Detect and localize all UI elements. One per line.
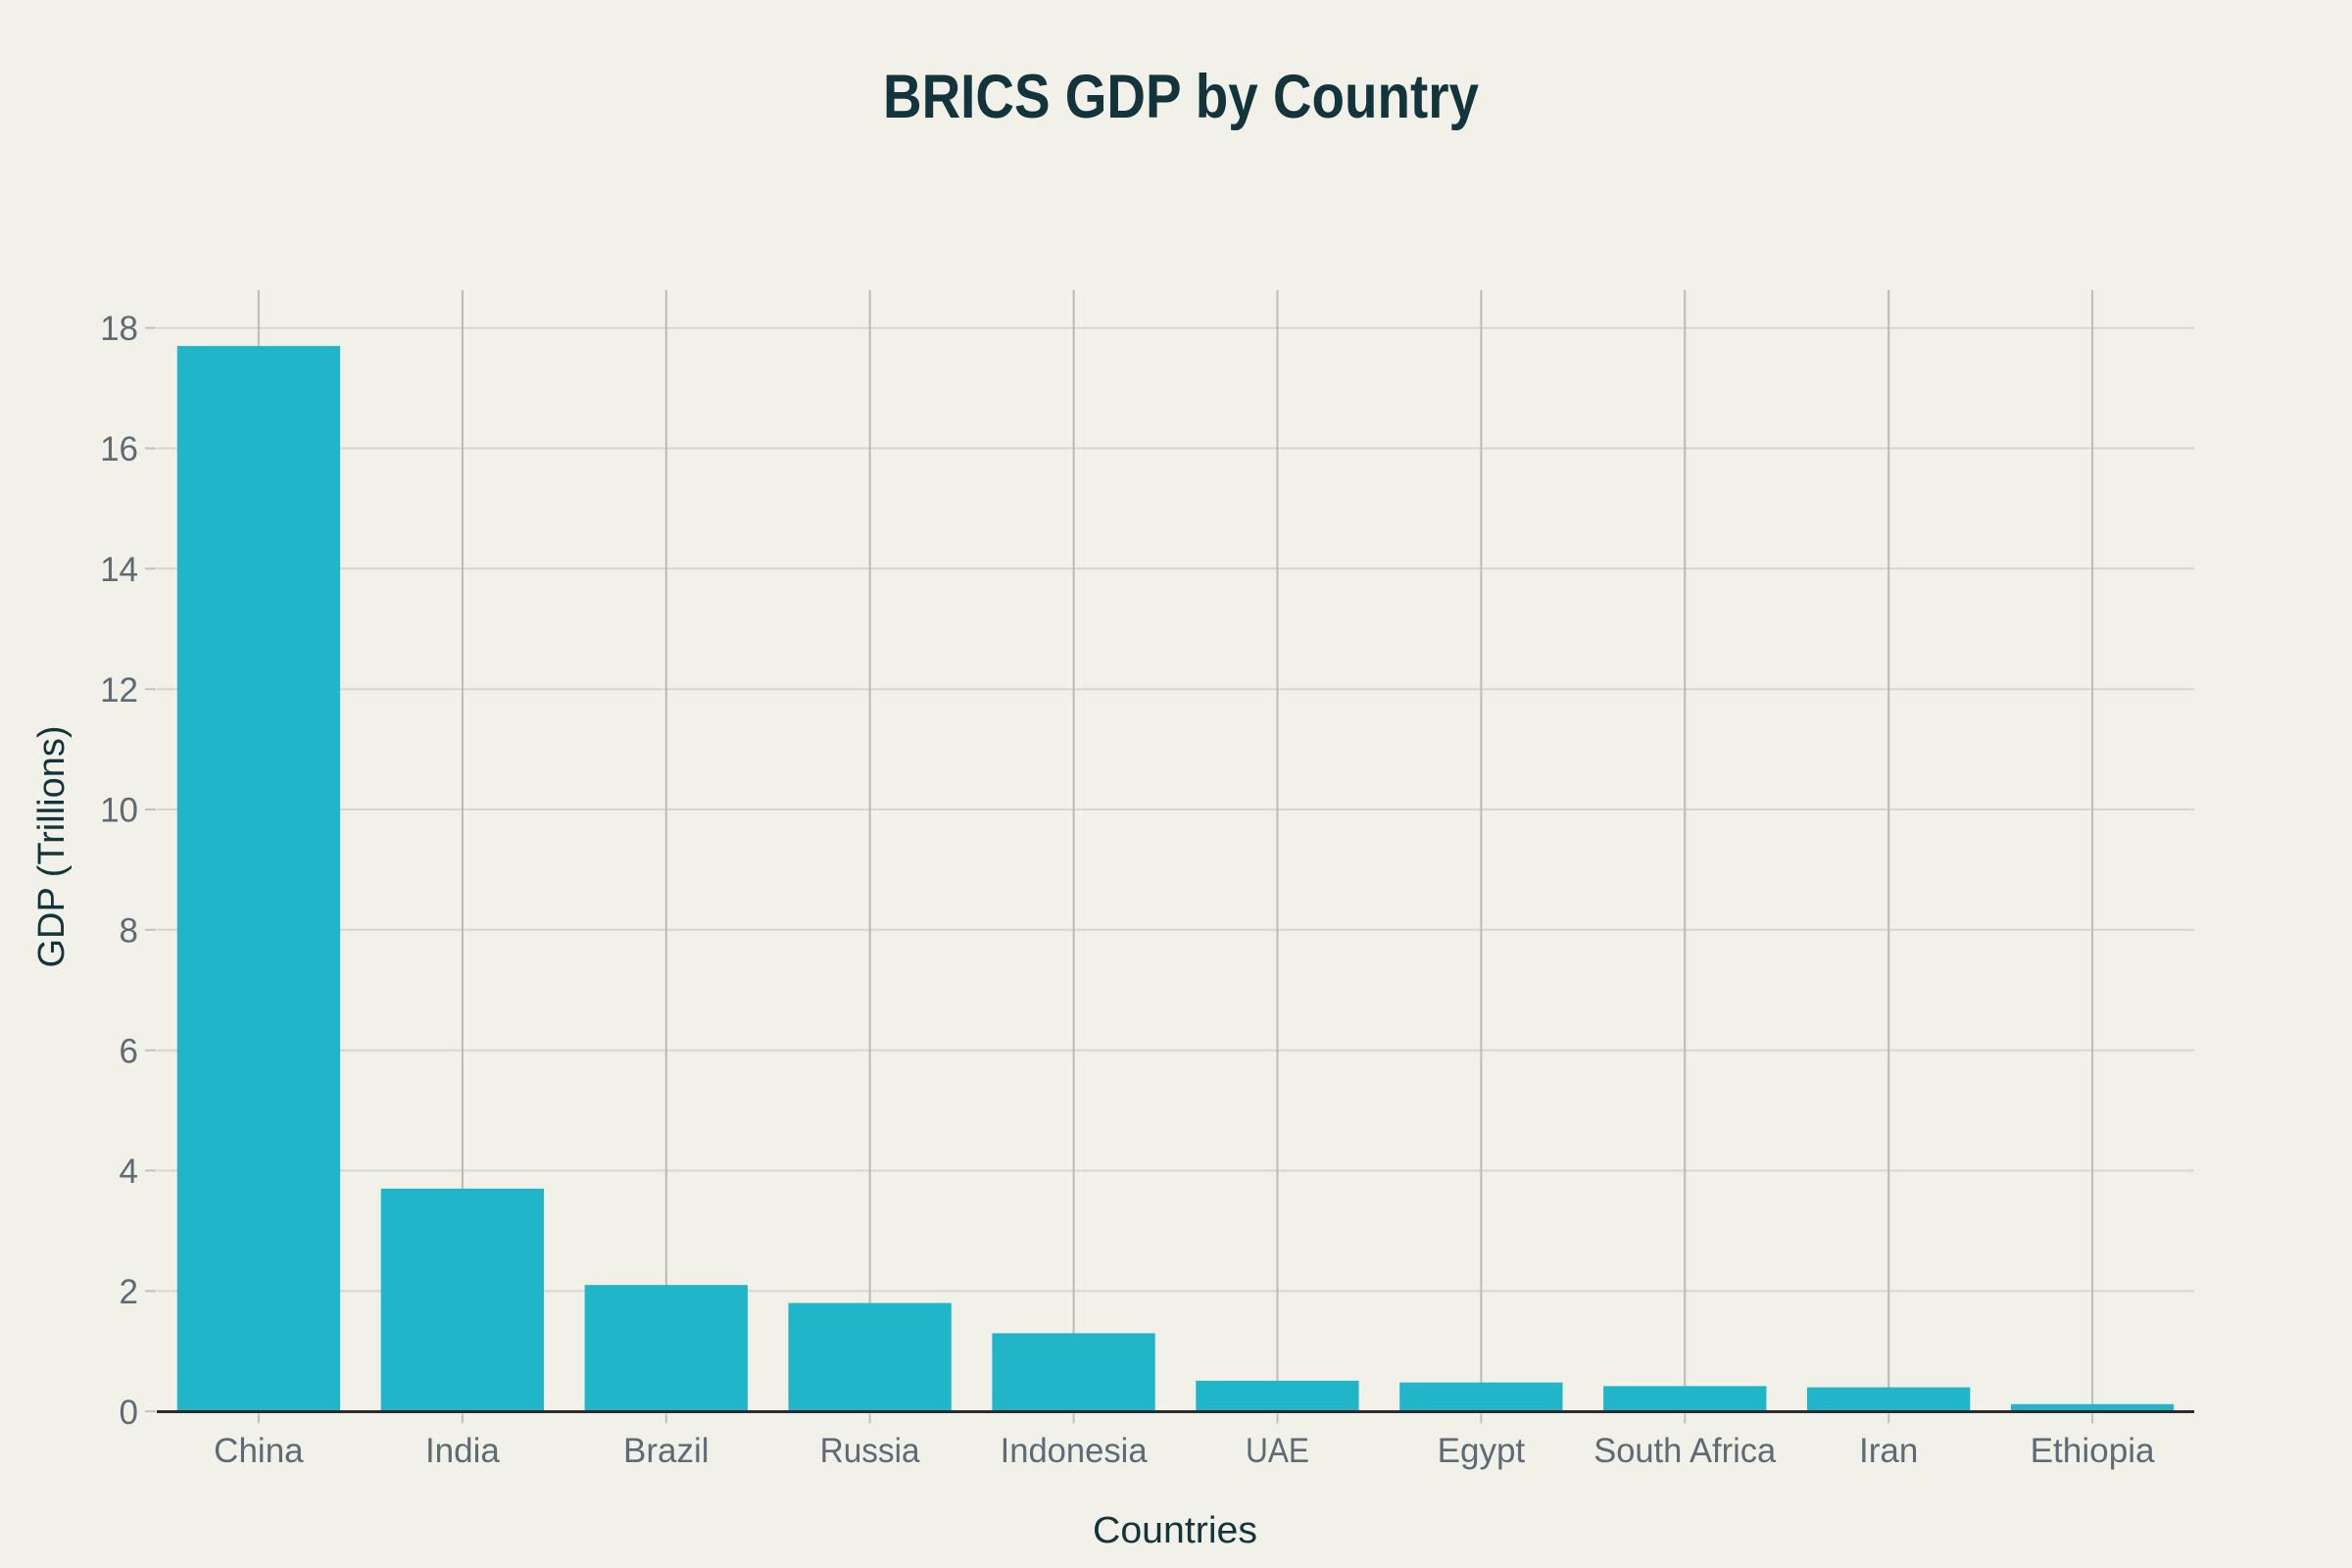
svg-text:6: 6 (120, 1032, 138, 1070)
svg-text:10: 10 (100, 792, 138, 830)
svg-text:14: 14 (100, 551, 138, 589)
svg-text:Iran: Iran (1859, 1432, 1918, 1470)
svg-text:18: 18 (100, 310, 138, 348)
svg-text:Ethiopia: Ethiopia (2031, 1432, 2156, 1470)
svg-text:4: 4 (120, 1152, 138, 1191)
svg-text:China: China (214, 1432, 304, 1470)
svg-text:2: 2 (120, 1273, 138, 1311)
svg-text:Egypt: Egypt (1438, 1432, 1526, 1470)
svg-text:0: 0 (120, 1394, 138, 1432)
svg-text:12: 12 (100, 671, 138, 710)
svg-text:16: 16 (100, 430, 138, 468)
svg-text:8: 8 (120, 911, 138, 950)
svg-text:Countries: Countries (1093, 1510, 1257, 1551)
svg-text:South Africa: South Africa (1593, 1432, 1777, 1470)
svg-text:India: India (425, 1432, 500, 1470)
svg-text:Russia: Russia (820, 1432, 921, 1470)
svg-text:BRICS GDP by Country: BRICS GDP by Country (883, 63, 1479, 131)
svg-text:Indonesia: Indonesia (1001, 1432, 1149, 1470)
svg-text:UAE: UAE (1246, 1432, 1309, 1470)
svg-text:Brazil: Brazil (623, 1432, 710, 1470)
svg-text:GDP (Trillions): GDP (Trillions) (31, 726, 73, 968)
